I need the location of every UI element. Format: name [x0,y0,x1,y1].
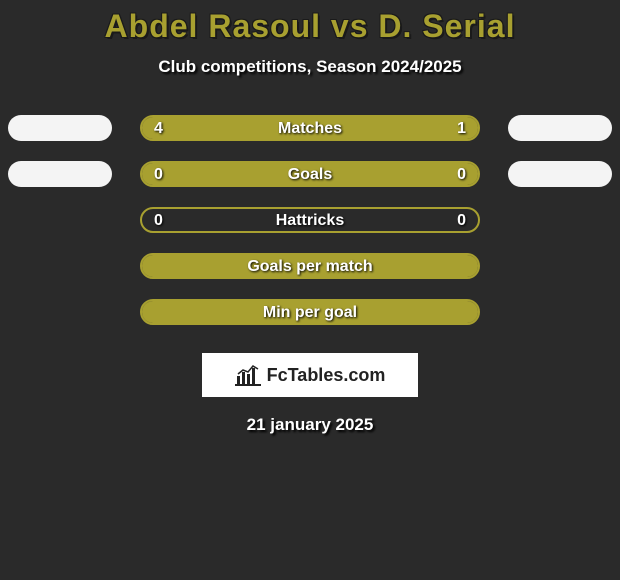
stat-label: Min per goal [142,301,478,325]
attribution-text: FcTables.com [267,365,386,386]
comparison-widget: Abdel Rasoul vs D. Serial Club competiti… [0,0,620,435]
left-team-pill [8,161,112,187]
chart-icon [235,364,261,386]
stat-row: Goals per match [0,253,620,299]
stat-bar: Goals0 0 [140,161,480,187]
subtitle: Club competitions, Season 2024/2025 [0,57,620,77]
stat-bar: Goals per match [140,253,480,279]
stat-left-value: 0 [154,163,163,187]
stat-label: Matches [142,117,478,141]
stat-left-value: 0 [154,209,163,233]
stat-row: Hattricks0 0 [0,207,620,253]
stat-right-value: 0 [457,163,466,187]
stat-bar: Min per goal [140,299,480,325]
stat-label: Hattricks [142,209,478,233]
page-title: Abdel Rasoul vs D. Serial [0,8,620,45]
left-team-pill [8,115,112,141]
date-text: 21 january 2025 [0,415,620,435]
right-team-pill [508,115,612,141]
stat-right-value: 0 [457,209,466,233]
stat-row: Matches4 1 [0,115,620,161]
attribution-box: FcTables.com [202,353,418,397]
stat-label: Goals per match [142,255,478,279]
right-team-pill [508,161,612,187]
stat-left-value: 4 [154,117,163,141]
stat-bar: Hattricks0 0 [140,207,480,233]
stat-right-value: 1 [457,117,466,141]
stat-bar: Matches4 1 [140,115,480,141]
stat-rows: Matches41Goals00Hattricks00Goals per mat… [0,115,620,345]
stat-label: Goals [142,163,478,187]
stat-row: Min per goal [0,299,620,345]
stat-row: Goals0 0 [0,161,620,207]
